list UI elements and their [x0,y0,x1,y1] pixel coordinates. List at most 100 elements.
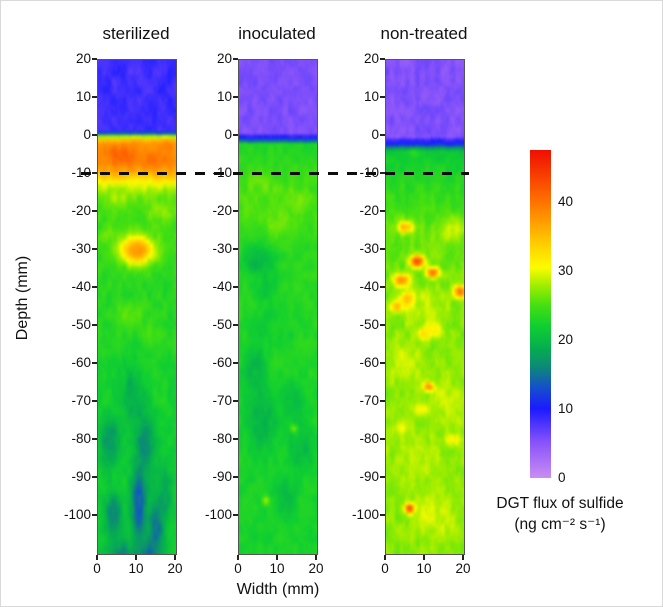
depth-tick-mark [233,58,238,60]
width-tick-label: 20 [308,561,324,576]
depth-tick-label: 10 [216,89,232,104]
depth-tick-label: 20 [216,51,232,66]
colorbar-tick-label: 30 [558,262,574,278]
depth-tick-label: -70 [359,393,379,408]
depth-tick-mark [92,438,97,440]
depth-tick-label: 0 [224,127,232,142]
depth-tick-label: -20 [71,203,91,218]
colorbar: 0 10 20 30 40 [530,150,573,485]
depth-tick-label: -20 [212,203,232,218]
width-axis-label: Width (mm) [236,581,320,598]
width-tick-mark [276,555,278,560]
depth-tick-label: -80 [359,431,379,446]
depth-tick-label: 0 [371,127,379,142]
width-tick-label: 10 [269,561,285,576]
depth-tick-label: -90 [359,469,379,484]
width-tick-mark [174,555,176,560]
depth-tick-label: -100 [204,507,232,522]
width-tick-mark [315,555,317,560]
depth-tick-mark [92,210,97,212]
colorbar-units: (ng cm⁻² s⁻¹) [514,516,606,533]
depth-tick-label: -30 [71,241,91,256]
heatmap-panel-non-treated: non-treated 20100-10-20-30-40-50-60-70-8… [352,24,471,576]
depth-tick-label: -100 [63,507,91,522]
depth-tick-mark [380,134,385,136]
panel-title: sterilized [102,24,170,43]
depth-tick-mark [92,286,97,288]
width-tick-label: 10 [128,561,144,576]
depth-tick-mark [92,248,97,250]
depth-tick-mark [380,248,385,250]
colorbar-tick-label: 10 [558,400,574,416]
width-tick-label: 20 [167,561,183,576]
depth-tick-mark [233,362,238,364]
width-tick-label: 20 [455,561,471,576]
depth-tick-mark [92,134,97,136]
depth-tick-label: -90 [212,469,232,484]
depth-tick-mark [233,134,238,136]
width-tick-label: 0 [234,561,242,576]
depth-tick-mark [92,476,97,478]
depth-axis-label: Depth (mm) [14,255,31,341]
panel-title: inoculated [238,24,316,43]
depth-tick-label: 20 [363,51,379,66]
depth-tick-mark [380,362,385,364]
depth-tick-label: -100 [351,507,379,522]
depth-tick-mark [233,96,238,98]
heatmap-canvas [385,59,465,555]
depth-tick-label: -50 [359,317,379,332]
depth-tick-label: -40 [71,279,91,294]
depth-tick-mark [233,324,238,326]
width-tick-mark [96,555,98,560]
width-tick-label: 0 [93,561,101,576]
depth-tick-label: -30 [212,241,232,256]
depth-tick-mark [233,476,238,478]
heatmap-canvas [97,59,177,555]
depth-tick-mark [92,58,97,60]
depth-marker-dashed-line [81,171,469,175]
depth-tick-label: -70 [71,393,91,408]
depth-tick-mark [233,286,238,288]
depth-tick-label: -70 [212,393,232,408]
depth-tick-mark [380,96,385,98]
depth-tick-mark [233,400,238,402]
depth-tick-mark [380,438,385,440]
depth-tick-label: -60 [71,355,91,370]
depth-tick-mark [380,476,385,478]
depth-tick-label: 0 [83,127,91,142]
depth-tick-label: -30 [359,241,379,256]
depth-tick-mark [380,514,385,516]
depth-tick-mark [233,210,238,212]
width-tick-label: 0 [381,561,389,576]
depth-tick-mark [380,286,385,288]
depth-tick-label: -50 [71,317,91,332]
width-tick-mark [462,555,464,560]
panel-title: non-treated [380,24,468,43]
depth-tick-mark [233,438,238,440]
depth-tick-label: 10 [363,89,379,104]
depth-tick-mark [92,514,97,516]
depth-tick-label: 10 [75,89,91,104]
colorbar-title: DGT flux of sulfide [496,495,624,512]
colorbar-tick-label: 20 [558,331,574,347]
depth-tick-label: -20 [359,203,379,218]
width-tick-mark [135,555,137,560]
depth-tick-label: -90 [71,469,91,484]
depth-tick-label: -60 [212,355,232,370]
depth-tick-mark [380,210,385,212]
depth-tick-label: -50 [212,317,232,332]
depth-tick-mark [92,362,97,364]
width-tick-mark [237,555,239,560]
colorbar-gradient [530,150,551,478]
depth-tick-label: -80 [212,431,232,446]
depth-tick-mark [380,58,385,60]
depth-tick-mark [380,400,385,402]
colorbar-tick-label: 0 [558,470,566,485]
depth-tick-label: -40 [212,279,232,294]
depth-tick-mark [92,324,97,326]
heatmap-panel-inoculated: inoculated 20100-10-20-30-40-50-60-70-80… [205,24,324,576]
depth-tick-label: -40 [359,279,379,294]
depth-tick-label: 20 [75,51,91,66]
width-tick-label: 10 [416,561,432,576]
